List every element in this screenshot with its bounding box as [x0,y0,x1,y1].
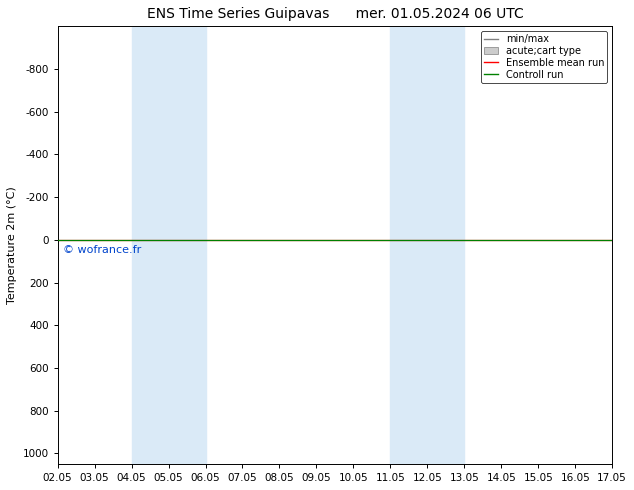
Text: © wofrance.fr: © wofrance.fr [63,245,141,255]
Legend: min/max, acute;cart type, Ensemble mean run, Controll run: min/max, acute;cart type, Ensemble mean … [481,31,607,83]
Bar [132,26,205,464]
Title: ENS Time Series Guipavas      mer. 01.05.2024 06 UTC: ENS Time Series Guipavas mer. 01.05.2024… [146,7,523,21]
Bar [391,26,464,464]
Y-axis label: Temperature 2m (°C): Temperature 2m (°C) [7,186,17,304]
